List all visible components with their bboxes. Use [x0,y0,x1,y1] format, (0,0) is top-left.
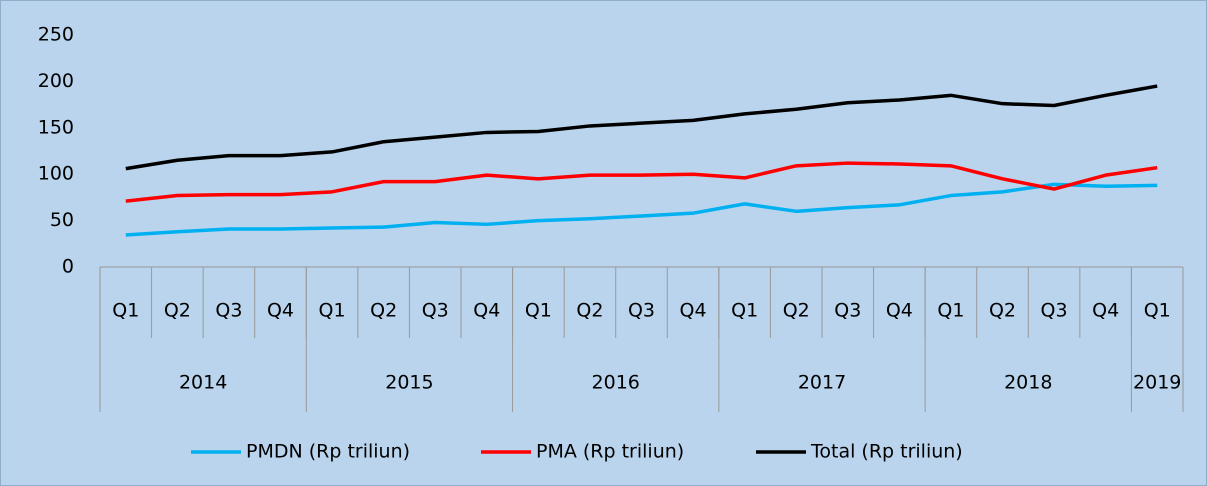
x-tick-label: Q1 [937,300,964,322]
x-tick-label: Q1 [112,300,139,322]
legend-label: PMDN (Rp triliun) [246,441,410,463]
x-tick-label: Q4 [680,300,707,322]
y-tick-label: 0 [62,256,74,278]
series-line [125,182,1158,237]
x-tick-label: Q2 [370,300,397,322]
x-tick-label: Q4 [267,300,294,322]
x-tick-label: Q3 [422,300,449,322]
x-tick-label: Q1 [1144,300,1171,322]
x-tick-label: Q1 [731,300,758,322]
x-tick-label: Q3 [215,300,242,322]
y-tick-label: 150 [38,116,74,138]
legend-label: Total (Rp triliun) [810,441,963,463]
y-tick-label: 250 [38,24,74,46]
x-tick-label: Q2 [783,300,810,322]
x-tick-label: Q3 [628,300,655,322]
y-tick-label: 200 [38,70,74,92]
x-tick-label: Q3 [834,300,861,322]
group-label: 2017 [798,372,846,394]
y-tick-label: 100 [38,163,74,185]
series-line [125,161,1158,203]
series-line [125,84,1158,171]
x-tick-label: Q4 [886,300,913,322]
x-tick-label: Q2 [576,300,603,322]
group-label: 2014 [179,372,227,394]
group-label: 2015 [385,372,433,394]
x-tick-label: Q3 [1041,300,1068,322]
x-tick-label: Q4 [473,300,500,322]
x-tick-label: Q2 [164,300,191,322]
group-label: 2016 [592,372,640,394]
y-tick-label: 50 [50,209,74,231]
group-label: 2018 [1004,372,1052,394]
x-tick-label: Q1 [319,300,346,322]
group-label: 2019 [1133,372,1181,394]
legend-label: PMA (Rp triliun) [536,441,684,463]
x-tick-label: Q1 [525,300,552,322]
x-tick-label: Q4 [1092,300,1119,322]
x-tick-label: Q2 [989,300,1016,322]
